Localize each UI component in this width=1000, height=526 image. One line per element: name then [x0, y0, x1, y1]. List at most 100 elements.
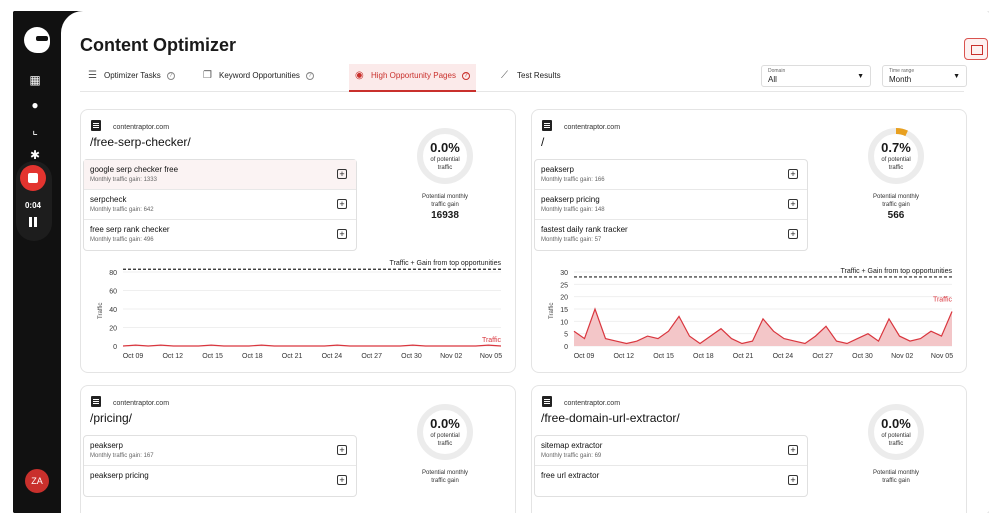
gain-label: Potential monthly traffic gain — [856, 193, 936, 209]
donut-ring — [417, 128, 473, 184]
list-item: peakserp pricing + — [84, 466, 356, 496]
list-item: fastest daily rank tracker Monthly traff… — [535, 220, 807, 250]
x-tick-label: Oct 15 — [653, 353, 674, 360]
traffic-series-label: Traffic — [933, 296, 953, 303]
y-tick-label: 30 — [560, 270, 568, 277]
app-frame: ▦ ● ⌞ ✱ 0:04 ZA Content Optimizer ☰ Optim… — [13, 11, 989, 513]
percent-donut: 0.0% of potential traffic — [415, 126, 475, 186]
gain-label: Potential monthly traffic gain — [405, 469, 485, 485]
y-tick-label: 20 — [560, 295, 568, 302]
chart-icon[interactable]: ⌞ — [32, 123, 38, 137]
traffic-series-label: Traffic — [482, 337, 502, 344]
percent-label-line: traffic — [888, 441, 904, 447]
document-icon — [542, 120, 552, 131]
page-title: Content Optimizer — [80, 35, 236, 55]
time-range-select[interactable]: Time range Month ▼ — [882, 65, 967, 87]
add-keyword-button[interactable]: + — [788, 229, 798, 239]
caret-down-icon: ▼ — [953, 73, 960, 80]
dashboard-icon[interactable]: ▦ — [29, 73, 41, 87]
keyword-name: peakserp — [541, 165, 574, 174]
tab-label: Keyword Opportunities — [219, 71, 300, 80]
card-path[interactable]: /free-serp-checker/ — [90, 135, 191, 149]
percent-donut: 0.0% of potential traffic — [415, 402, 475, 462]
keyword-list: peakserp Monthly traffic gain: 167 + pea… — [83, 435, 357, 497]
help-icon[interactable]: ? — [305, 71, 314, 80]
x-tick-label: Oct 27 — [361, 353, 382, 360]
percent-label-line: traffic — [437, 441, 453, 447]
tab-label: High Opportunity Pages — [371, 71, 456, 80]
x-tick-label: Oct 21 — [733, 353, 754, 360]
x-tick-label: Nov 05 — [480, 353, 502, 360]
keyword-list: peakserp Monthly traffic gain: 166 + pea… — [534, 159, 808, 251]
panel-toggle-button[interactable] — [964, 38, 988, 60]
donut-ring — [868, 128, 924, 184]
percent-label-line: traffic — [888, 165, 904, 171]
keyword-gain: Monthly traffic gain: 496 — [90, 237, 154, 243]
percent-label-line: of potential — [881, 433, 911, 439]
x-tick-label: Oct 15 — [202, 353, 223, 360]
help-icon[interactable]: ? — [461, 71, 470, 80]
add-keyword-button[interactable]: + — [337, 475, 347, 485]
y-axis-label: Traffic — [98, 303, 104, 319]
keyword-name: free url extractor — [541, 471, 600, 480]
gain-series-label: Traffic + Gain from top opportunities — [390, 260, 502, 267]
x-tick-label: Oct 12 — [162, 353, 183, 360]
list-item: peakserp Monthly traffic gain: 166 + — [535, 160, 807, 190]
keyword-name: serpcheck — [90, 195, 127, 204]
page-card: contentraptor.com / peakserp Monthly tra… — [531, 109, 967, 373]
y-tick-label: 40 — [109, 307, 117, 314]
card-path[interactable]: /free-domain-url-extractor/ — [541, 411, 680, 425]
gain-label-line: Potential monthly — [872, 470, 920, 476]
percent-label-line: of potential — [881, 157, 911, 163]
gain-label-line: Potential monthly — [421, 470, 469, 476]
line-chart-icon: ⟋ — [501, 70, 508, 81]
add-keyword-button[interactable]: + — [788, 169, 798, 179]
clock-icon[interactable]: ● — [31, 98, 39, 112]
add-keyword-button[interactable]: + — [337, 169, 347, 179]
gain-value: 566 — [887, 210, 905, 221]
gain-label-line: Potential monthly — [872, 194, 920, 200]
card-path[interactable]: /pricing/ — [90, 411, 133, 425]
keyword-list: sitemap extractor Monthly traffic gain: … — [534, 435, 808, 497]
x-tick-label: Oct 18 — [693, 353, 714, 360]
logo-icon[interactable] — [24, 27, 50, 53]
add-keyword-button[interactable]: + — [788, 475, 798, 485]
percent-value: 0.7% — [881, 140, 911, 155]
list-item: serpcheck Monthly traffic gain: 642 + — [84, 190, 356, 220]
add-keyword-button[interactable]: + — [337, 229, 347, 239]
x-tick-label: Oct 09 — [123, 353, 144, 360]
y-tick-label: 0 — [564, 344, 568, 351]
document-icon — [91, 120, 101, 131]
add-keyword-button[interactable]: + — [337, 199, 347, 209]
domain-select-value: All — [768, 75, 777, 84]
keyword-gain: Monthly traffic gain: 166 — [541, 177, 605, 183]
keyword-gain: Monthly traffic gain: 148 — [541, 207, 605, 213]
domain-select[interactable]: Domain All ▼ — [761, 65, 871, 87]
add-keyword-button[interactable]: + — [788, 199, 798, 209]
copy-icon: ❐ — [203, 70, 212, 81]
x-tick-label: Nov 02 — [891, 353, 913, 360]
tab-test-results[interactable]: ⟋ Test Results — [501, 64, 561, 92]
pause-icon[interactable] — [28, 217, 38, 227]
add-keyword-button[interactable]: + — [788, 445, 798, 455]
tab-high-opportunity-pages[interactable]: ◉ High Opportunity Pages? — [349, 64, 476, 92]
stop-recording-button[interactable] — [20, 165, 46, 191]
percent-label: of potential traffic — [866, 432, 926, 448]
percent-value: 0.0% — [881, 416, 911, 431]
x-tick-label: Oct 12 — [613, 353, 634, 360]
keyword-name: sitemap extractor — [541, 441, 603, 450]
tab-keyword-opportunities[interactable]: ❐ Keyword Opportunities? — [203, 64, 314, 92]
gear-icon[interactable]: ✱ — [29, 148, 41, 162]
avatar[interactable]: ZA — [25, 469, 49, 493]
add-keyword-button[interactable]: + — [337, 445, 347, 455]
y-tick-label: 25 — [560, 282, 568, 289]
page-card: contentraptor.com /free-serp-checker/ go… — [80, 109, 516, 373]
gain-label-line: traffic gain — [882, 478, 910, 484]
help-icon[interactable]: ? — [166, 71, 175, 80]
tab-optimizer-tasks[interactable]: ☰ Optimizer Tasks? — [88, 64, 175, 92]
card-path[interactable]: / — [541, 135, 545, 149]
x-tick-label: Oct 09 — [574, 353, 595, 360]
main-content: Content Optimizer ☰ Optimizer Tasks? ❐ Key… — [61, 11, 989, 513]
tab-label: Optimizer Tasks — [104, 71, 161, 80]
keyword-gain: Monthly traffic gain: 167 — [90, 453, 154, 459]
